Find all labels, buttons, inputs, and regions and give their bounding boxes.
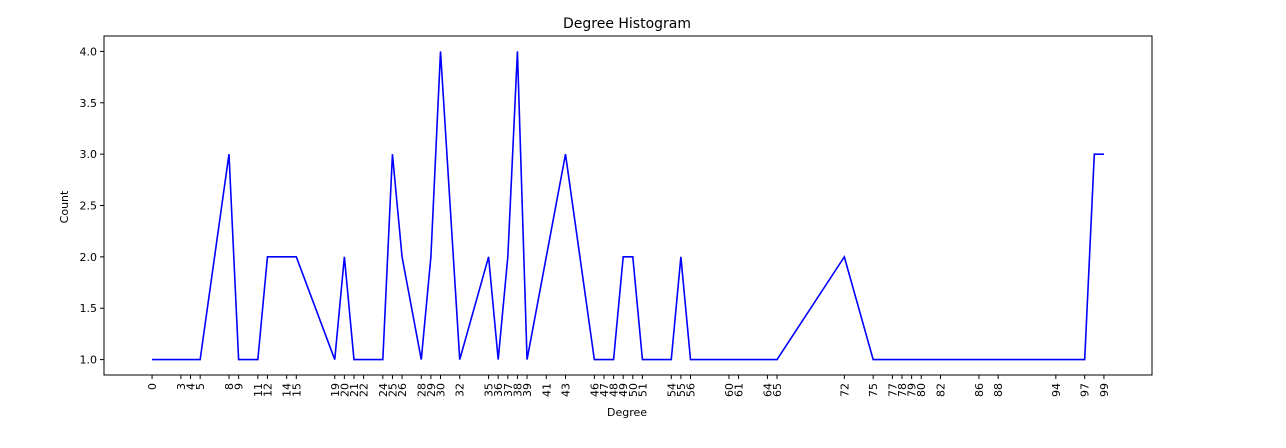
x-tick-label: 22 bbox=[358, 383, 371, 397]
x-tick-label: 54 bbox=[665, 383, 678, 397]
x-tick-label: 43 bbox=[560, 383, 573, 397]
x-tick-label: 61 bbox=[733, 383, 746, 397]
x-tick-label: 25 bbox=[386, 383, 399, 397]
x-tick-label: 38 bbox=[511, 383, 524, 397]
x-tick-label: 78 bbox=[896, 383, 909, 397]
x-tick-label: 35 bbox=[483, 383, 496, 397]
x-tick-label: 29 bbox=[425, 383, 438, 397]
x-tick-label: 48 bbox=[608, 383, 621, 397]
x-tick-label: 55 bbox=[675, 383, 688, 397]
x-tick-label: 30 bbox=[435, 383, 448, 397]
x-tick-label: 56 bbox=[684, 383, 697, 397]
x-tick-label: 14 bbox=[281, 383, 294, 397]
x-tick-label: 65 bbox=[771, 383, 784, 397]
y-axis: 1.0 1.5 2.0 2.5 3.0 3.5 4.0 bbox=[80, 45, 104, 367]
x-tick-label: 72 bbox=[838, 383, 851, 397]
y-tick-label: 3.5 bbox=[80, 97, 98, 110]
y-tick-label: 3.0 bbox=[80, 148, 98, 161]
x-tick-label: 21 bbox=[348, 383, 361, 397]
x-tick-label: 4 bbox=[185, 383, 198, 390]
x-tick-label: 77 bbox=[886, 383, 899, 397]
y-tick-label: 4.0 bbox=[80, 45, 98, 58]
x-tick-label: 97 bbox=[1079, 383, 1092, 397]
x-tick-label: 75 bbox=[867, 383, 880, 397]
x-tick-label: 49 bbox=[617, 383, 630, 397]
x-tick-label: 80 bbox=[915, 383, 928, 397]
y-tick-label: 2.5 bbox=[80, 200, 98, 213]
x-tick-label: 37 bbox=[502, 383, 515, 397]
x-tick-label: 20 bbox=[338, 383, 351, 397]
x-tick-label: 47 bbox=[598, 383, 611, 397]
degree-count-line bbox=[152, 51, 1104, 361]
chart-title: Degree Histogram bbox=[563, 16, 691, 32]
x-tick-label: 39 bbox=[521, 383, 534, 397]
y-tick-label: 1.0 bbox=[80, 354, 98, 367]
x-tick-label: 99 bbox=[1098, 383, 1111, 397]
y-axis-label: Count bbox=[58, 190, 71, 223]
x-tick-label: 64 bbox=[761, 383, 774, 397]
x-tick-label: 41 bbox=[540, 383, 553, 397]
x-tick-label: 11 bbox=[252, 383, 265, 397]
x-tick-label: 46 bbox=[588, 383, 601, 397]
x-tick-label: 28 bbox=[415, 383, 428, 397]
x-tick-label: 82 bbox=[934, 383, 947, 397]
y-tick-label: 2.0 bbox=[80, 251, 98, 264]
x-tick-label: 3 bbox=[175, 383, 188, 390]
x-tick-label: 36 bbox=[492, 383, 505, 397]
y-tick-label: 1.5 bbox=[80, 302, 98, 315]
series-layer bbox=[152, 51, 1104, 361]
x-tick-label: 9 bbox=[233, 383, 246, 390]
x-tick-label: 8 bbox=[223, 383, 236, 390]
x-tick-label: 32 bbox=[454, 383, 467, 397]
x-tick-label: 26 bbox=[396, 383, 409, 397]
x-tick-label: 24 bbox=[377, 383, 390, 397]
x-tick-label: 15 bbox=[290, 383, 303, 397]
x-axis-label: Degree bbox=[607, 406, 647, 419]
plot-frame bbox=[103, 35, 1153, 376]
x-tick-label: 60 bbox=[723, 383, 736, 397]
x-tick-label: 88 bbox=[992, 383, 1005, 397]
x-tick-label: 19 bbox=[329, 383, 342, 397]
x-tick-label: 12 bbox=[261, 383, 274, 397]
x-tick-label: 5 bbox=[194, 383, 207, 390]
x-tick-label: 86 bbox=[973, 383, 986, 397]
x-tick-label: 94 bbox=[1050, 383, 1063, 397]
x-tick-label: 0 bbox=[146, 383, 159, 390]
x-tick-label: 51 bbox=[636, 383, 649, 397]
x-tick-label: 79 bbox=[906, 383, 919, 397]
x-tick-label: 50 bbox=[627, 383, 640, 397]
